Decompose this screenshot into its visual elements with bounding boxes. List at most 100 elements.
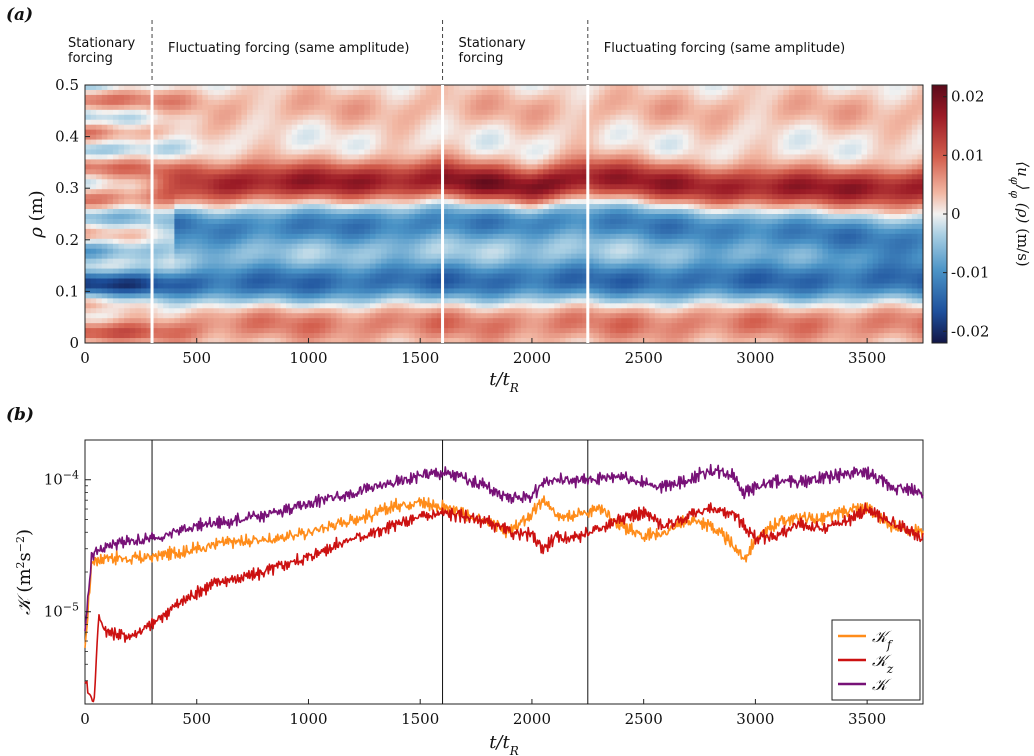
heatmap-cell [459,313,466,319]
heatmap-cell [163,209,170,215]
heatmap-cell [593,323,600,329]
heatmap-cell [504,253,510,260]
heatmap-cell [420,253,427,260]
heatmap-cell [392,159,399,165]
heatmap-cell [381,184,388,190]
heatmap-cell [347,288,354,294]
heatmap-cell [314,199,321,205]
heatmap-cell [146,278,153,284]
heatmap-cell [598,119,605,126]
heatmap-cell [604,263,611,269]
heatmap-cell [291,243,298,250]
heatmap-cell [610,94,617,101]
heatmap-cell [492,303,499,309]
heatmap-cell [207,273,214,279]
heatmap-cell [330,114,337,121]
heatmap-cell [392,179,399,185]
heatmap-cell [453,139,460,145]
heatmap-cell [118,184,125,190]
heatmap-cell [476,283,483,289]
heatmap-cell [213,263,220,269]
heatmap-cell [504,204,510,210]
heatmap-cell [129,149,136,155]
heatmap-cell [336,159,343,165]
heatmap-cell [308,248,315,255]
heatmap-cell [325,288,332,294]
heatmap-cell [112,129,119,136]
heatmap-cell [112,228,119,235]
heatmap-cell [358,149,365,155]
heatmap-cell [386,308,393,314]
heatmap-cell [347,283,354,289]
heatmap-cell [336,293,343,299]
heatmap-cell [559,179,566,185]
heatmap-cell [235,119,242,126]
heatmap-cell [168,223,175,230]
heatmap-cell [397,164,404,170]
heatmap-cell [235,323,242,329]
heatmap-cell [498,134,505,140]
heatmap-cell [319,313,326,319]
heatmap-cell [347,268,354,274]
heatmap-cell [308,144,315,150]
heatmap-cell [593,139,600,145]
heatmap-cell [174,164,181,170]
heatmap-cell [559,119,566,126]
heatmap-cell [291,139,298,145]
heatmap-cell [498,85,505,91]
heatmap-cell [219,164,226,170]
heatmap-cell [263,263,270,269]
heatmap-cell [453,233,460,240]
heatmap-cell [453,144,460,150]
heatmap-cell [319,268,326,274]
heatmap-cell [308,104,315,111]
heatmap-cell [604,159,611,165]
heatmap-cell [571,144,578,150]
heatmap-cell [302,144,309,150]
heatmap-cell [263,333,270,339]
heatmap-cell [369,124,376,131]
heatmap-cell [118,323,125,329]
heatmap-cell [263,233,270,240]
heatmap-cell [202,164,209,170]
heatmap-cell [219,323,226,329]
heatmap-cell [291,194,298,200]
heatmap-cell [531,253,538,260]
heatmap-cell [90,268,97,274]
heatmap-cell [191,199,198,205]
heatmap-cell [163,333,170,339]
heatmap-cell [565,184,572,190]
heatmap-cell [302,184,309,190]
heatmap-cell [364,104,371,111]
heatmap-cell [531,333,538,339]
heatmap-cell [196,109,203,116]
heatmap-cell [559,189,566,195]
heatmap-cell [157,283,164,289]
heatmap-cell [353,109,360,116]
heatmap-cell [615,298,622,304]
heatmap-cell [286,144,293,150]
heatmap-cell [615,303,622,309]
heatmap-cell [247,154,253,160]
heatmap-cell [107,164,114,170]
heatmap-cell [269,149,276,155]
heatmap-cell [118,159,125,165]
heatmap-cell [531,194,538,200]
heatmap-cell [308,253,315,260]
heatmap-cell [168,218,175,225]
heatmap-cell [459,318,466,324]
heatmap-cell [207,124,214,131]
heatmap-cell [213,179,220,185]
heatmap-cell [224,323,231,329]
heatmap-cell [464,288,471,294]
heatmap-cell [403,99,410,106]
heatmap-cell [124,323,131,329]
heatmap-cell [464,308,471,314]
heatmap-cell [146,323,153,329]
heatmap-cell [571,154,578,160]
heatmap-cell [470,263,477,269]
heatmap-cell [241,273,248,279]
heatmap-cell [107,174,114,180]
heatmap-cell [163,149,170,155]
heatmap-cell [280,283,287,289]
